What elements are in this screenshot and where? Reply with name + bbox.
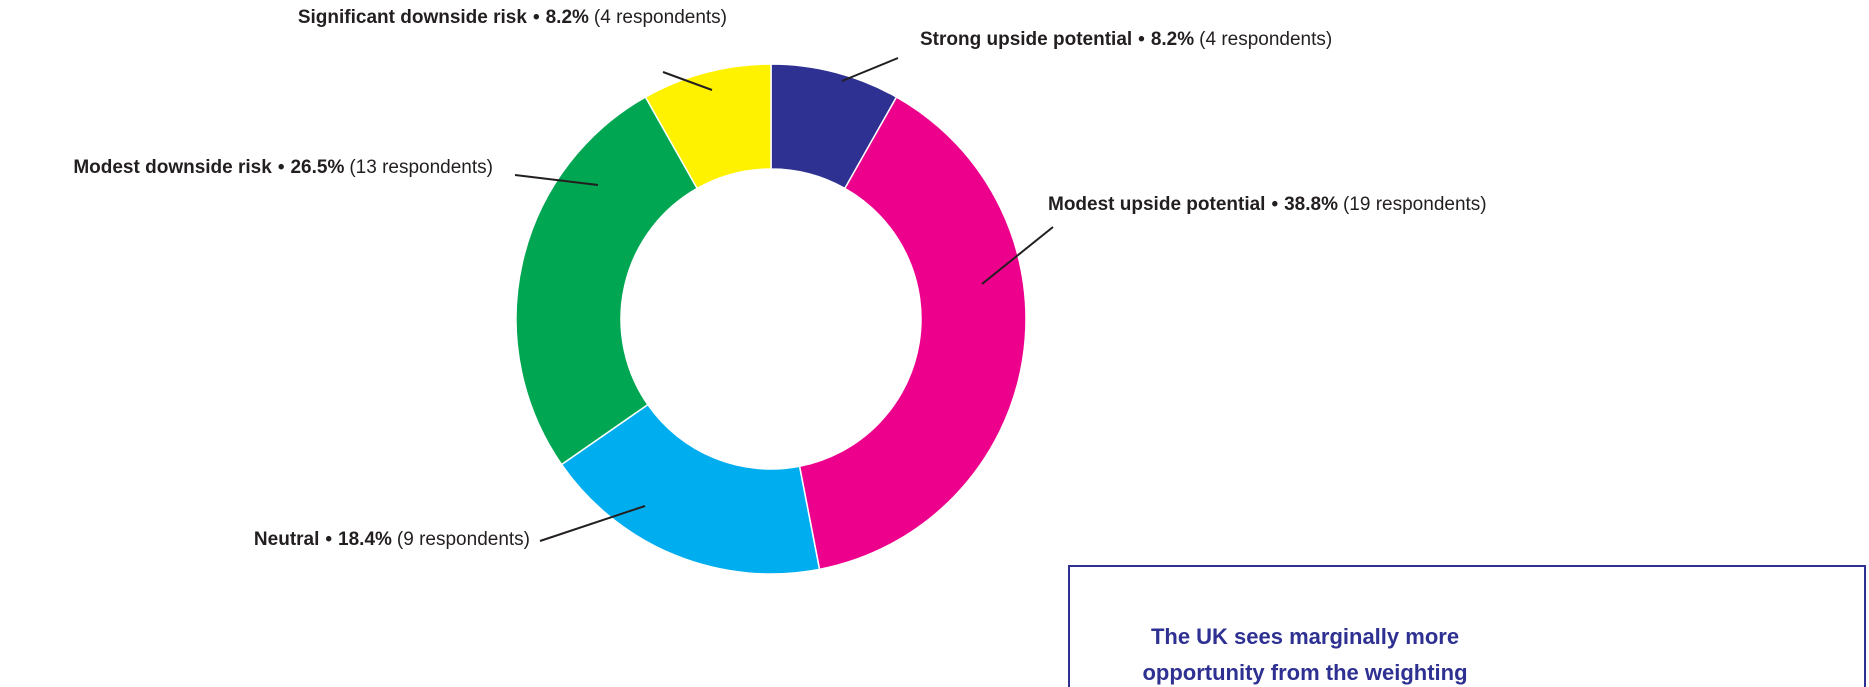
callout-line: opportunity from the weighting (1142, 660, 1467, 685)
callout-line: The UK sees marginally more (1151, 624, 1459, 649)
donut-segment (560, 403, 821, 575)
respondent-label: (4 respondents) (1199, 29, 1332, 50)
category-name: Modest downside risk (73, 157, 272, 178)
segment-label: Strong upside potential • 8.2% (4 responden… (920, 29, 1332, 50)
respondent-label: (9 respondents) (397, 529, 530, 550)
respondent-label: (13 respondents) (349, 157, 493, 178)
category-name: Modest upside potential (1048, 194, 1265, 215)
segment-label: Neutral • 18.4% (9 respondents) (254, 529, 530, 550)
value-label: 26.5% (290, 157, 344, 178)
value-label: 18.4% (338, 529, 392, 550)
value-label: 8.2% (546, 7, 589, 28)
separator: • (533, 7, 540, 28)
segment-label: Modest upside potential • 38.8% (19 respond… (1048, 194, 1487, 215)
category-name: Neutral (254, 529, 319, 550)
donut-segment (798, 96, 1027, 571)
donut-segment (644, 63, 772, 190)
separator: • (278, 157, 285, 178)
separator: • (1271, 194, 1278, 215)
category-name: Significant downside risk (298, 7, 528, 28)
segment-label: Significant downside risk • 8.2% (4 respond… (298, 7, 727, 28)
value-label: 38.8% (1284, 194, 1338, 215)
respondent-label: (19 respondents) (1343, 194, 1487, 215)
leader-line (514, 174, 599, 186)
leader-line (981, 226, 1054, 285)
leader-line (539, 505, 646, 542)
donut-segment (515, 96, 699, 466)
separator: • (1138, 29, 1145, 50)
category-name: Strong upside potential (920, 29, 1132, 50)
value-label: 8.2% (1151, 29, 1194, 50)
leader-line (841, 57, 899, 82)
leader-line (662, 71, 713, 91)
separator: • (325, 529, 332, 550)
segment-label: Modest downside risk • 26.5% (13 respondent… (73, 157, 493, 178)
callout-box (1068, 565, 1866, 687)
respondent-label: (4 respondents) (594, 7, 727, 28)
